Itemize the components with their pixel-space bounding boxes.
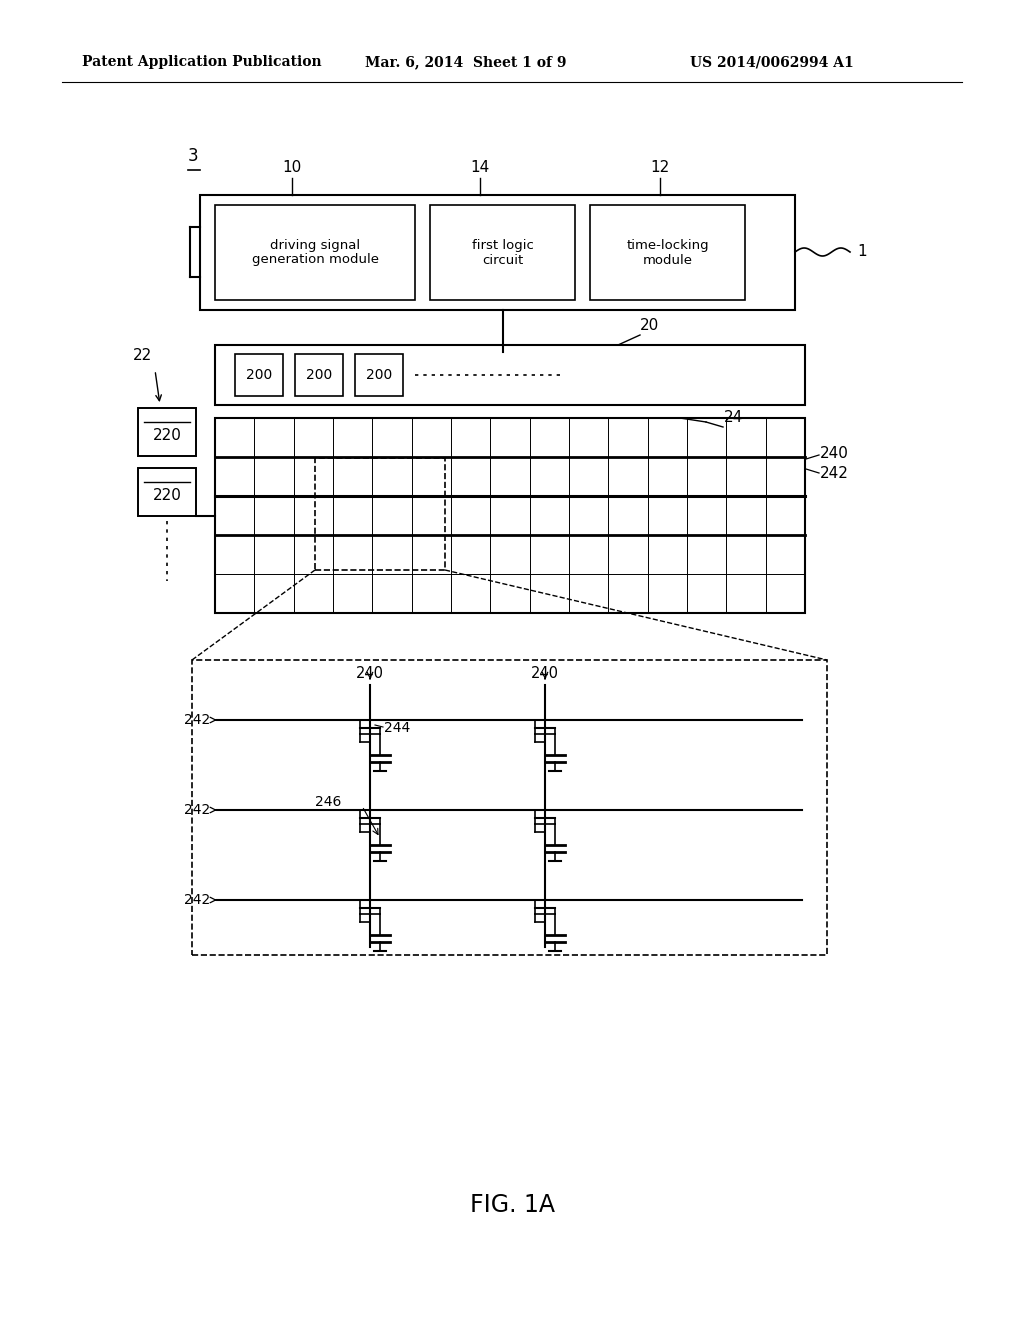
Text: time-locking
module: time-locking module: [627, 239, 709, 267]
Text: 242: 242: [183, 713, 210, 727]
Text: 200: 200: [306, 368, 332, 381]
Text: first logic
circuit: first logic circuit: [472, 239, 534, 267]
Text: 20: 20: [640, 318, 659, 333]
Bar: [355, 354, 403, 396]
Bar: [215, 418, 805, 612]
Text: FIG. 1A: FIG. 1A: [469, 1193, 555, 1217]
Text: Patent Application Publication: Patent Application Publication: [82, 55, 322, 69]
Text: 200: 200: [246, 368, 272, 381]
Text: driving signal
generation module: driving signal generation module: [252, 239, 379, 267]
Text: 240: 240: [820, 446, 849, 462]
Text: US 2014/0062994 A1: US 2014/0062994 A1: [690, 55, 854, 69]
Bar: [590, 205, 745, 300]
Bar: [215, 205, 415, 300]
Text: 10: 10: [283, 160, 302, 176]
Text: 14: 14: [470, 160, 489, 176]
Text: 244: 244: [384, 721, 411, 735]
Bar: [200, 195, 795, 310]
Text: 246: 246: [315, 795, 341, 809]
Bar: [430, 205, 575, 300]
Bar: [138, 469, 196, 516]
Bar: [295, 354, 343, 396]
Bar: [215, 345, 805, 405]
Bar: [234, 354, 283, 396]
Text: 24: 24: [724, 411, 743, 425]
Text: Mar. 6, 2014  Sheet 1 of 9: Mar. 6, 2014 Sheet 1 of 9: [365, 55, 566, 69]
Bar: [138, 408, 196, 455]
Text: 242: 242: [183, 803, 210, 817]
Text: 12: 12: [650, 160, 670, 176]
Bar: [315, 458, 445, 570]
Text: 240: 240: [531, 665, 559, 681]
Text: 200: 200: [366, 368, 392, 381]
Bar: [193, 660, 827, 954]
Text: 240: 240: [356, 665, 384, 681]
Text: 3: 3: [187, 147, 199, 165]
Text: 242: 242: [820, 466, 849, 480]
Text: 22: 22: [133, 348, 153, 363]
Text: 220: 220: [153, 429, 181, 444]
Text: 242: 242: [183, 894, 210, 907]
Text: 220: 220: [153, 488, 181, 503]
Text: 1: 1: [857, 244, 866, 260]
